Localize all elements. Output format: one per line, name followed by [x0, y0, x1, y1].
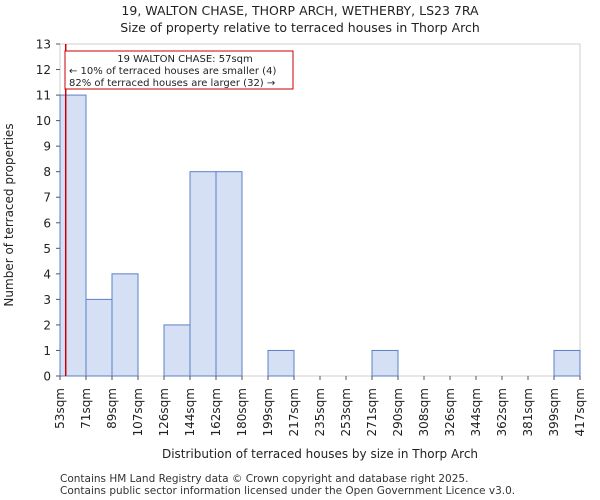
y-tick-label: 2	[43, 318, 51, 332]
histogram-bar	[111, 273, 139, 377]
x-tick-label: 381sqm	[521, 388, 535, 436]
histogram-bar	[163, 324, 191, 377]
x-tick-label: 71sqm	[79, 388, 93, 429]
histogram-bar	[215, 171, 243, 377]
x-tick-label: 107sqm	[131, 388, 145, 436]
x-tick-label: 253sqm	[339, 388, 353, 436]
y-tick-label: 0	[43, 370, 51, 384]
bars	[59, 94, 581, 377]
chart-title-address: 19, WALTON CHASE, THORP ARCH, WETHERBY, …	[121, 3, 479, 18]
footer-copyright: Contains HM Land Registry data © Crown c…	[60, 473, 469, 485]
footer-licence: Contains public sector information licen…	[60, 485, 516, 497]
x-tick-label: 344sqm	[469, 388, 483, 436]
x-tick-label: 199sqm	[261, 388, 275, 436]
x-tick-label: 217sqm	[287, 388, 301, 436]
annotation-box: 19 WALTON CHASE: 57sqm ← 10% of terraced…	[64, 50, 294, 90]
y-tick-label: 4	[43, 267, 51, 281]
y-tick-label: 6	[43, 216, 51, 230]
x-tick-label: 308sqm	[417, 388, 431, 436]
y-tick-label: 12	[36, 63, 51, 77]
y-tick-label: 11	[36, 89, 51, 103]
y-tick-label: 9	[43, 140, 51, 154]
y-axis-label: Number of terraced properties	[2, 123, 16, 306]
x-tick-label: 126sqm	[157, 388, 171, 436]
y-tick-label: 5	[43, 242, 51, 256]
histogram-bar	[85, 298, 113, 377]
x-tick-label: 144sqm	[183, 388, 197, 436]
y-tick-label: 10	[36, 114, 51, 128]
histogram-bar	[267, 349, 295, 377]
histogram-bar	[59, 94, 87, 377]
x-tick-label: 162sqm	[209, 388, 223, 436]
y-tick-label: 1	[43, 344, 51, 358]
y-tick-label: 13	[36, 38, 51, 52]
x-tick-label: 326sqm	[443, 388, 457, 436]
x-tick-label: 53sqm	[53, 388, 67, 429]
x-tick-label: 271sqm	[365, 388, 379, 436]
x-tick-label: 89sqm	[105, 388, 119, 429]
histogram-bar	[371, 349, 399, 377]
y-tick-label: 8	[43, 165, 51, 179]
y-tick-label: 3	[43, 293, 51, 307]
x-axis-label: Distribution of terraced houses by size …	[162, 447, 478, 461]
histogram-bar	[189, 171, 217, 377]
x-tick-label: 417sqm	[573, 388, 587, 436]
chart-subtitle: Size of property relative to terraced ho…	[120, 20, 480, 35]
y-tick-label: 7	[43, 191, 51, 205]
annotation-smaller: ← 10% of terraced houses are smaller (4)	[69, 66, 276, 77]
annotation-title: 19 WALTON CHASE: 57sqm	[117, 54, 253, 65]
annotation-larger: 82% of terraced houses are larger (32) →	[69, 78, 275, 89]
x-tick-label: 399sqm	[547, 388, 561, 436]
histogram-bar	[553, 349, 581, 377]
x-tick-label: 362sqm	[495, 388, 509, 436]
x-tick-label: 180sqm	[235, 388, 249, 436]
x-tick-label: 290sqm	[391, 388, 405, 436]
annotation-frame	[64, 50, 294, 90]
x-tick-label: 235sqm	[313, 388, 327, 436]
